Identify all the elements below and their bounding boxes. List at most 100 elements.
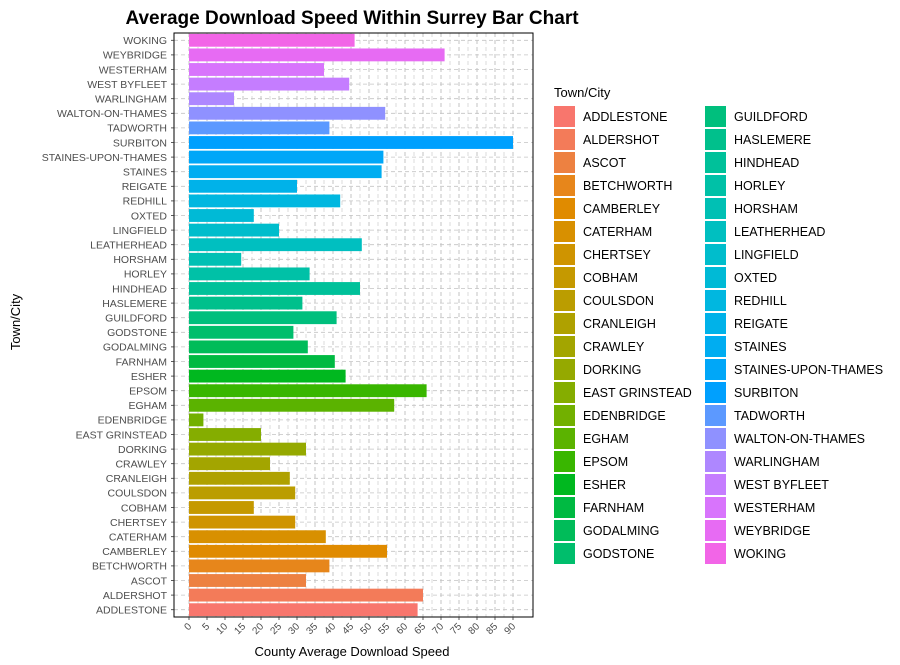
x-tick-label: 80 (466, 621, 482, 637)
y-tick-label: LINGFIELD (113, 225, 168, 237)
legend-key (705, 451, 726, 472)
y-tick-label: HORLEY (124, 269, 167, 281)
y-tick-label: CRANLEIGH (106, 473, 167, 485)
legend-key (554, 267, 575, 288)
legend-key (554, 129, 575, 150)
bar-tadworth (189, 121, 330, 135)
legend-key (554, 359, 575, 380)
x-tick-label: 85 (484, 621, 500, 637)
y-tick-label: STAINES-UPON-THAMES (42, 152, 167, 164)
legend-label: CRANLEIGH (583, 317, 656, 331)
legend-label: OXTED (734, 271, 777, 285)
y-tick-label: WOKING (123, 35, 167, 47)
bar-horsham (189, 252, 242, 266)
bar-coulsdon (189, 486, 296, 500)
legend-label: CATERHAM (583, 225, 652, 239)
bar-betchworth (189, 559, 330, 573)
legend-key (554, 497, 575, 518)
legend-key (554, 290, 575, 311)
y-tick-label: WEYBRIDGE (103, 50, 167, 62)
legend-label: HINDHEAD (734, 156, 799, 170)
x-tick-label: 55 (376, 621, 392, 637)
legend-key (554, 382, 575, 403)
legend-key (705, 221, 726, 242)
legend-label: GUILDFORD (734, 110, 808, 124)
legend-key (554, 474, 575, 495)
y-tick-labels: ADDLESTONE ALDERSHOT ASCOT BETCHWORTH CAMBER… (42, 35, 174, 617)
bar-cranleigh (189, 471, 290, 485)
bar-lingfield (189, 223, 279, 237)
x-tick-label: 60 (394, 621, 410, 637)
y-tick-label: COULSDON (107, 488, 167, 500)
plot-panel-border (173, 32, 534, 618)
legend-label: COBHAM (583, 271, 638, 285)
y-tick-label: COBHAM (121, 502, 167, 514)
x-tick-label: 15 (232, 621, 248, 637)
legend-key (705, 474, 726, 495)
y-axis-title: Town/City (8, 293, 23, 350)
legend-label: REDHILL (734, 294, 787, 308)
legend-label: GODSTONE (583, 547, 654, 561)
legend-label: CHERTSEY (583, 248, 652, 262)
bar-redhill (189, 194, 341, 208)
legend-key (554, 198, 575, 219)
legend-label: COULSDON (583, 294, 654, 308)
y-tick-label: ADDLESTONE (96, 605, 167, 617)
bar-weybridge (189, 48, 445, 62)
legend-label: ESHER (583, 478, 626, 492)
y-tick-label: WALTON-ON-THAMES (57, 108, 167, 120)
legend-key (554, 244, 575, 265)
legend-key (554, 451, 575, 472)
legend-title: Town/City (554, 85, 611, 100)
bar-caterham (189, 530, 326, 544)
legend-label: GODALMING (583, 524, 659, 538)
x-tick-labels: 0 5 10 15 20 25 30 35 40 45 50 55 60 65 70 75 80 85 90 (182, 617, 518, 637)
legend-label: BETCHWORTH (583, 179, 672, 193)
legend-key (705, 313, 726, 334)
x-tick-label: 35 (304, 621, 320, 637)
legend-label: ALDERSHOT (583, 133, 660, 147)
y-tick-label: WESTERHAM (99, 64, 167, 76)
legend-label: STAINES (734, 340, 787, 354)
legend-key (705, 106, 726, 127)
y-tick-label: CATERHAM (109, 532, 167, 544)
bar-warlingham (189, 92, 234, 106)
bar-west-byfleet (189, 77, 350, 91)
bar-godalming (189, 340, 308, 354)
y-tick-label: GODSTONE (107, 327, 167, 339)
y-tick-label: EDENBRIDGE (98, 415, 167, 427)
legend-label: EDENBRIDGE (583, 409, 666, 423)
y-tick-label: ALDERSHOT (103, 590, 168, 602)
legend-key (705, 244, 726, 265)
legend-label: HORLEY (734, 179, 786, 193)
y-tick-label: CHERTSEY (110, 517, 167, 529)
legend-key (705, 405, 726, 426)
bar-edenbridge (189, 413, 204, 427)
legend-key (554, 428, 575, 449)
bar-addlestone (189, 603, 418, 617)
bars (189, 33, 513, 617)
legend-key (705, 359, 726, 380)
legend-label: EPSOM (583, 455, 628, 469)
y-tick-label: CRAWLEY (115, 459, 167, 471)
y-tick-label: REIGATE (122, 181, 167, 193)
legend-key (554, 543, 575, 564)
y-tick-label: EAST GRINSTEAD (76, 429, 168, 441)
legend-key (705, 520, 726, 541)
y-tick-label: CAMBERLEY (102, 546, 167, 558)
x-tick-label: 70 (430, 621, 446, 637)
y-tick-label: STAINES (123, 167, 167, 179)
y-tick-label: GUILDFORD (105, 313, 167, 325)
legend-key (705, 175, 726, 196)
y-tick-label: FARNHAM (116, 356, 167, 368)
y-tick-label: TADWORTH (107, 123, 167, 135)
legend-label: WEST BYFLEET (734, 478, 829, 492)
bar-esher (189, 369, 346, 383)
legend-key (705, 497, 726, 518)
legend-label: ADDLESTONE (583, 110, 668, 124)
legend-label: STAINES-UPON-THAMES (734, 363, 883, 377)
x-tick-label: 10 (214, 621, 230, 637)
y-tick-label: DORKING (118, 444, 167, 456)
y-tick-label: HASLEMERE (102, 298, 167, 310)
legend: ADDLESTONE ALDERSHOT ASCOT BETCHWORTH CAMBER… (554, 106, 883, 564)
